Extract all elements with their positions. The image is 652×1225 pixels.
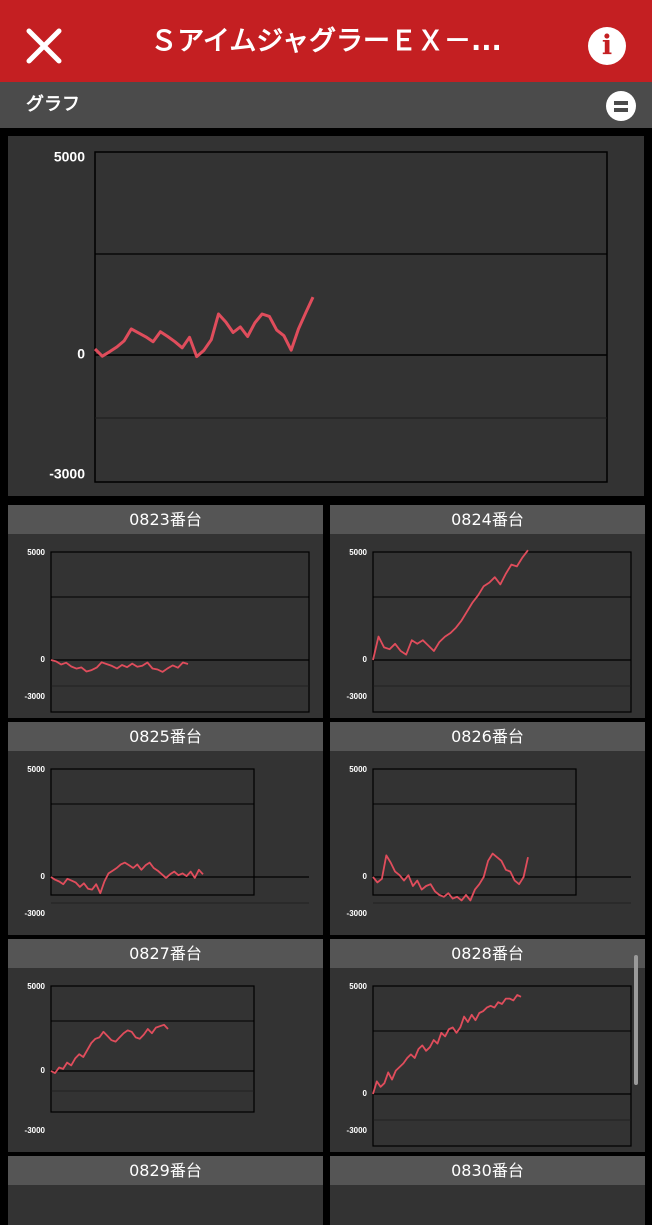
machine-chart-panel[interactable] — [8, 968, 323, 1152]
machine-title[interactable]: 0823番台 — [8, 505, 323, 534]
plot-border — [372, 985, 632, 1147]
series-line — [372, 852, 529, 902]
page-title: ＳアイムジャグラーＥＸ－... — [150, 26, 502, 57]
series-line — [372, 549, 529, 661]
y-tick-label: 0 — [363, 1089, 368, 1098]
y-tick-label: 0 — [41, 872, 46, 881]
graph-section-header[interactable]: グラフ — [0, 82, 652, 128]
y-tick-label: -3000 — [25, 909, 46, 918]
y-tick-label: 5000 — [27, 548, 45, 557]
y-tick-label: 5000 — [349, 765, 367, 774]
plot-border — [50, 985, 255, 1113]
plot-border — [372, 768, 577, 896]
y-tick-label: -3000 — [49, 466, 85, 482]
machine-title[interactable]: 0824番台 — [330, 505, 645, 534]
machine-title[interactable]: 0825番台 — [8, 722, 323, 751]
machine-chart-panel[interactable] — [8, 534, 323, 718]
machine-chart-0825番台: 5000 0 -3000 — [25, 765, 309, 918]
y-tick-label: 0 — [41, 1066, 46, 1075]
y-tick-label: -3000 — [25, 1126, 46, 1135]
machine-chart-panel[interactable] — [330, 1185, 645, 1225]
machine-title[interactable]: 0828番台 — [330, 939, 645, 968]
machine-chart-panel[interactable] — [8, 1185, 323, 1225]
y-tick-label: 0 — [41, 655, 46, 664]
main-chart-panel — [8, 136, 644, 496]
y-tick-label: 5000 — [349, 548, 367, 557]
y-tick-label: -3000 — [347, 1126, 368, 1135]
machine-chart-0827番台: 5000 0 -3000 — [25, 982, 255, 1135]
scrollbar[interactable] — [634, 955, 638, 1085]
section-title: グラフ — [26, 94, 80, 115]
y-tick-label: 0 — [363, 872, 368, 881]
series-line — [50, 659, 189, 673]
machine-chart-0828番台: 5000 0 -3000 — [347, 982, 632, 1147]
machine-title[interactable]: 0827番台 — [8, 939, 323, 968]
plot-border — [50, 551, 310, 713]
machine-chart-panel[interactable] — [330, 968, 645, 1152]
y-tick-label: 5000 — [27, 982, 45, 991]
plot-border — [372, 551, 632, 713]
machine-chart-panel[interactable] — [330, 534, 645, 718]
y-tick-label: -3000 — [347, 692, 368, 701]
machine-chart-0824番台: 5000 0 -3000 — [347, 548, 632, 713]
series-line — [93, 296, 315, 359]
series-line — [50, 861, 204, 895]
y-tick-label: 5000 — [54, 149, 85, 165]
series-line — [50, 1023, 169, 1074]
machine-title[interactable]: 0830番台 — [330, 1156, 645, 1185]
plot-border — [94, 151, 608, 483]
machine-chart-main: 5000 0 -3000 — [49, 149, 608, 483]
y-tick-label: -3000 — [25, 692, 46, 701]
y-tick-label: 0 — [363, 655, 368, 664]
machine-chart-panel[interactable] — [8, 751, 323, 935]
app-header: ＳアイムジャグラーＥＸ－... i — [0, 0, 652, 82]
close-icon[interactable] — [22, 24, 66, 68]
y-tick-label: -3000 — [347, 909, 368, 918]
machine-title[interactable]: 0829番台 — [8, 1156, 323, 1185]
y-tick-label: 5000 — [27, 765, 45, 774]
plot-border — [50, 768, 255, 896]
y-tick-label: 5000 — [349, 982, 367, 991]
machine-chart-0823番台: 5000 0 -3000 — [25, 548, 310, 713]
y-tick-label: 0 — [77, 346, 85, 362]
machine-title[interactable]: 0826番台 — [330, 722, 645, 751]
machine-chart-panel[interactable] — [330, 751, 645, 935]
series-line — [372, 994, 522, 1095]
collapse-icon[interactable] — [606, 91, 636, 121]
info-icon[interactable]: i — [588, 27, 626, 65]
machine-chart-0826番台: 5000 0 -3000 — [347, 765, 631, 918]
